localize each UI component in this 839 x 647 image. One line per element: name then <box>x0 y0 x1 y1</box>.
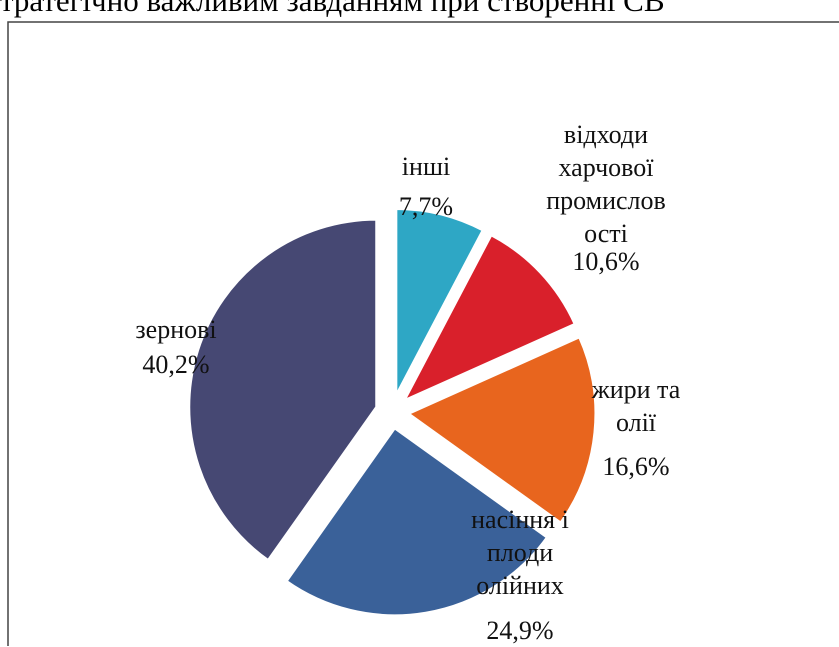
slice-value-label: 40,2% <box>142 350 210 379</box>
slice-category-label: відходи харчової промислов ості <box>546 120 666 248</box>
pie-slice <box>283 425 550 618</box>
slice-value-label: 7,7% <box>398 192 454 221</box>
slice-category-label: зернові <box>135 315 217 344</box>
slice-value-label: 10,6% <box>572 247 640 276</box>
chart-frame <box>7 21 839 646</box>
slice-category-label: насіння і плоди олійних <box>471 505 569 600</box>
slice-category-label: жири та олії <box>591 375 681 437</box>
pie-slice <box>394 206 486 398</box>
pie-slice <box>400 232 578 405</box>
pie-slice <box>187 217 379 563</box>
slice-value-label: 24,9% <box>486 616 554 645</box>
pie-slice <box>404 334 598 526</box>
slice-value-label: 16,6% <box>602 452 670 481</box>
document-text: тратегічно важливим завданням при створе… <box>0 0 665 18</box>
slice-category-label: інші <box>401 152 451 181</box>
